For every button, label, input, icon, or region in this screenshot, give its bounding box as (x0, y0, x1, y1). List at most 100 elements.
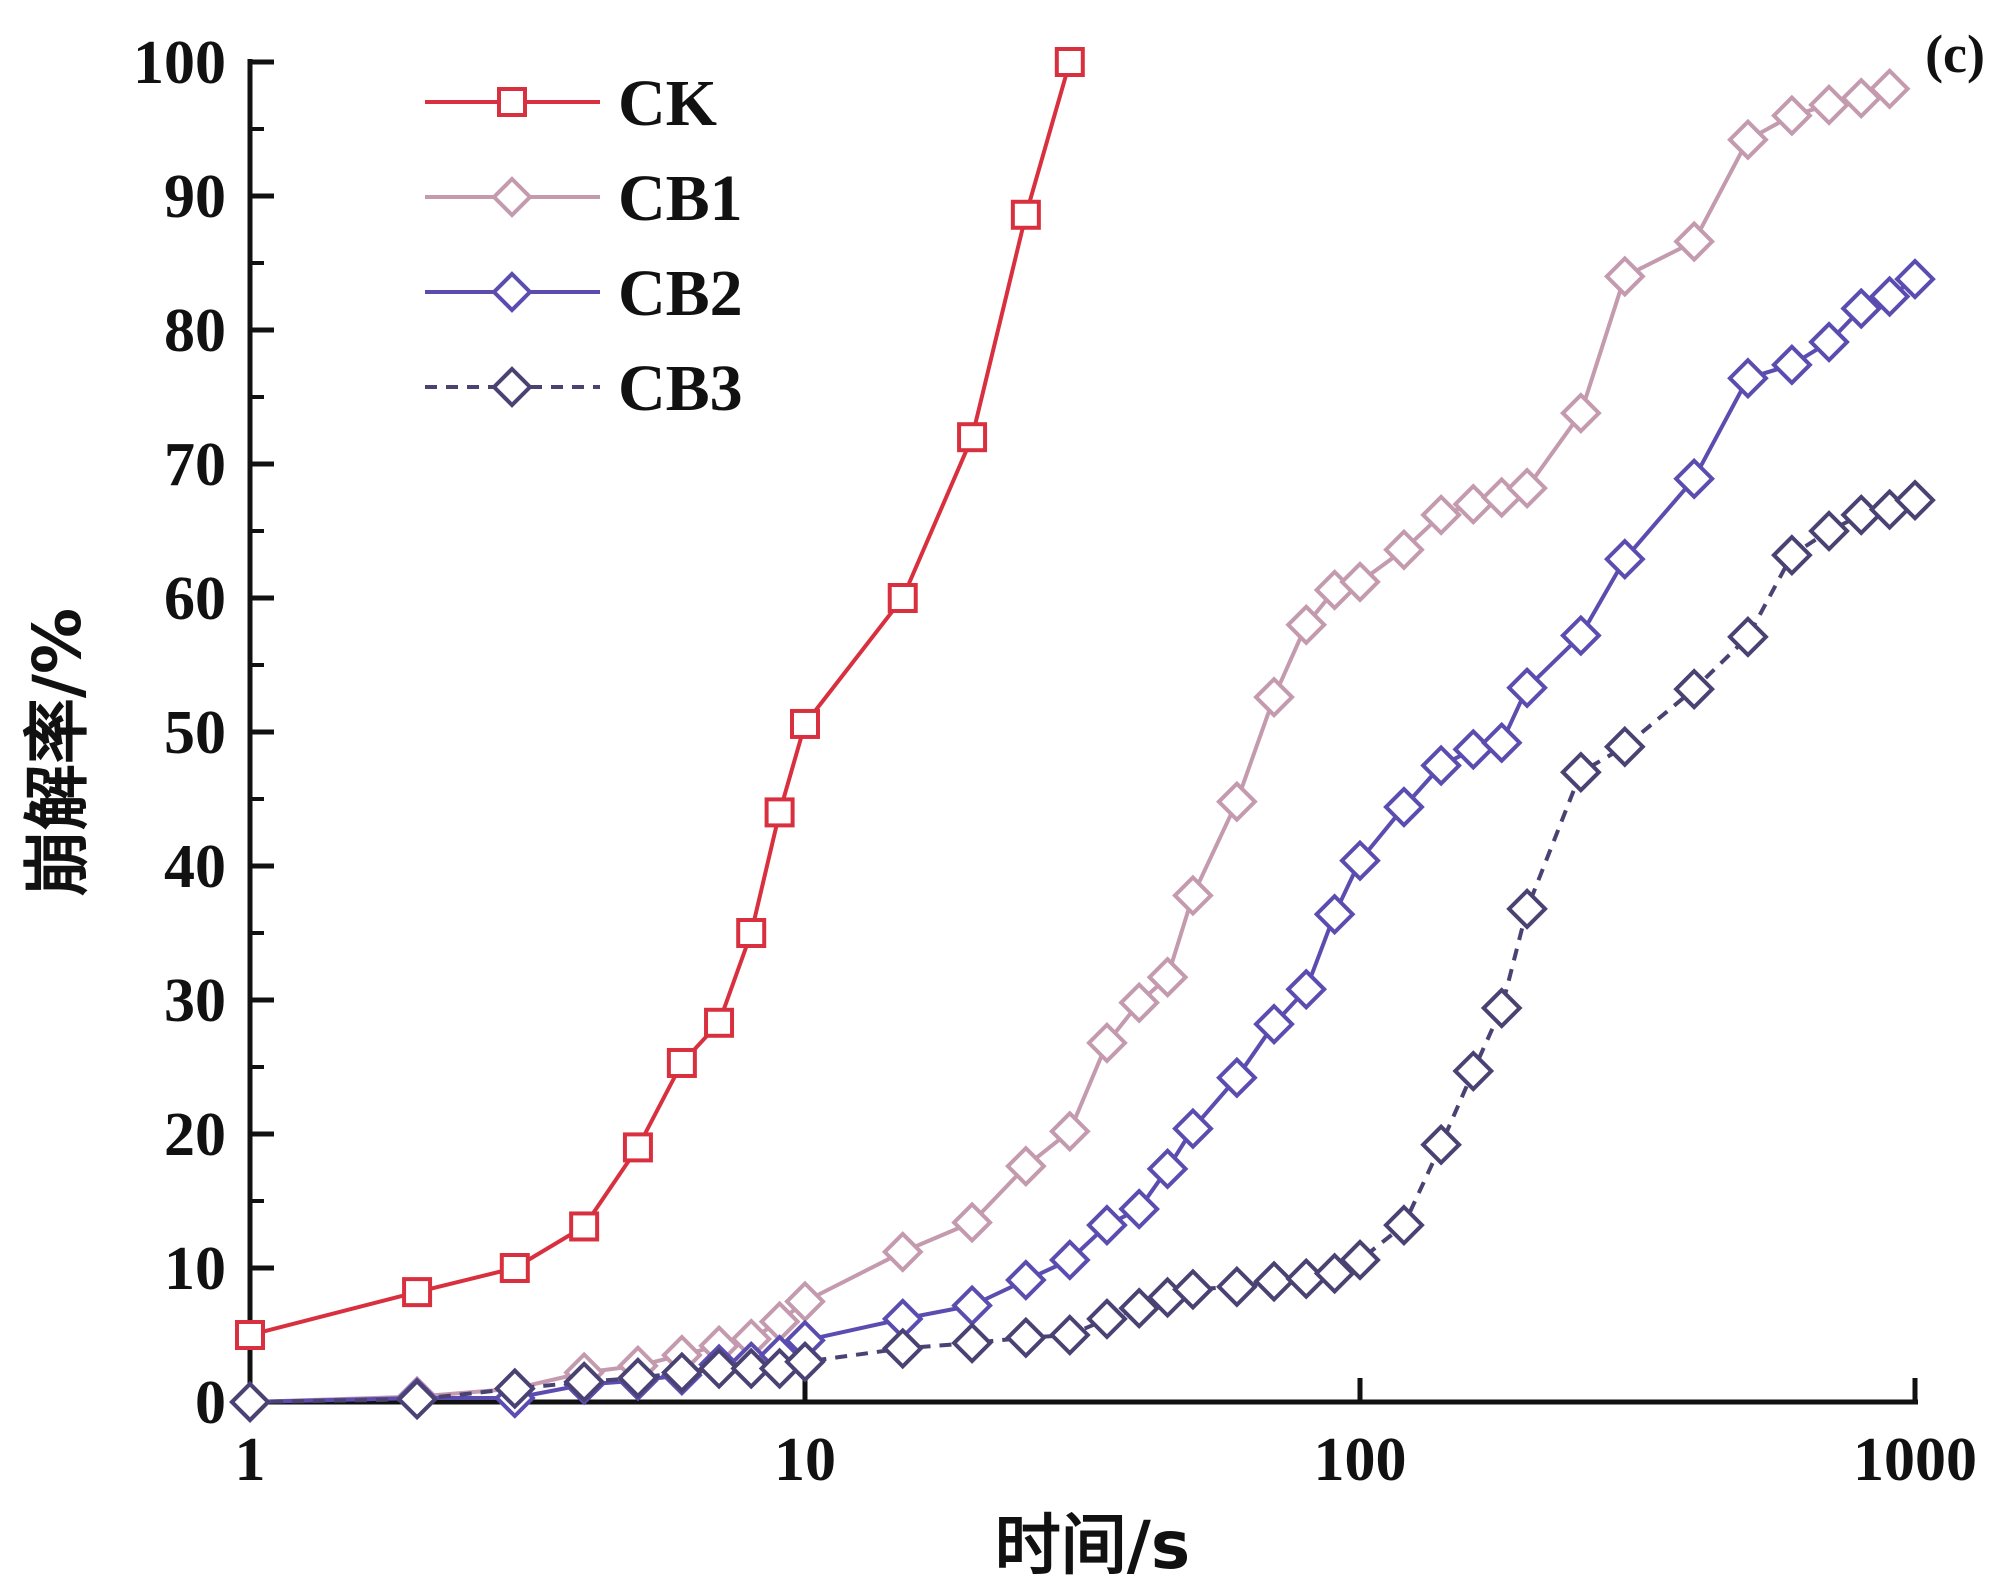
data-point-cb3 (1452, 1050, 1495, 1092)
data-point-cb1 (1146, 956, 1189, 999)
data-point-cb3 (396, 1378, 438, 1421)
data-point-cb3 (617, 1357, 659, 1399)
data-point-cb2 (1673, 457, 1715, 500)
data-point-cb3 (698, 1347, 740, 1390)
data-point-cb2 (1118, 1188, 1160, 1230)
data-point-cb1 (1771, 94, 1813, 137)
legend-label-ck: CK (618, 67, 717, 140)
data-point-cb3 (951, 1322, 993, 1364)
y-tick-label: 10 (164, 1235, 226, 1303)
panel-label: (c) (1925, 24, 1985, 84)
legend: CK CB1 CB2 CB3 (425, 67, 743, 425)
data-point-ck (499, 1253, 530, 1283)
y-tick-label: 40 (164, 833, 226, 901)
data-point-cb3 (229, 1381, 271, 1423)
series-cb1 (229, 67, 1911, 1423)
legend-label-cb3: CB3 (618, 352, 743, 425)
x-tick-label: 1 (235, 1426, 266, 1494)
data-point-cb2 (1452, 728, 1495, 771)
data-point-cb3 (1673, 668, 1715, 710)
axes: 1 10 100 1000 0 10 20 30 40 50 60 70 80 90 100 (133, 29, 1977, 1494)
data-point-cb3 (1253, 1260, 1295, 1303)
x-tick-label: 10 (774, 1426, 836, 1494)
data-point-cb3 (1560, 751, 1602, 794)
data-point-cb2 (1771, 344, 1813, 386)
x-tick-label: 1000 (1853, 1426, 1977, 1494)
y-tick-label: 80 (164, 297, 226, 365)
data-point-cb3 (1771, 534, 1813, 576)
data-point-cb2 (951, 1284, 993, 1327)
x-tick-label: 100 (1314, 1426, 1407, 1494)
data-point-cb3 (1727, 616, 1769, 658)
y-tick-label: 20 (164, 1101, 226, 1169)
data-point-cb1 (1868, 67, 1911, 110)
data-point-cb2 (1172, 1107, 1214, 1150)
data-point-cb1 (1086, 1022, 1128, 1064)
series-layer (229, 47, 1936, 1423)
series-cb2 (229, 258, 1936, 1423)
data-point-cb3 (1172, 1268, 1214, 1311)
data-point-cb3 (661, 1351, 703, 1394)
data-point-cb3 (1894, 479, 1936, 522)
data-point-cb2 (1560, 614, 1602, 657)
y-tick-label: 0 (195, 1369, 226, 1437)
x-axis-title: 时间/s (995, 1507, 1190, 1584)
data-point-cb3 (1339, 1239, 1381, 1281)
series-ck (235, 47, 1085, 1350)
data-point-cb1 (1560, 392, 1602, 434)
legend-marker-cb1 (491, 176, 533, 218)
data-point-cb2 (1086, 1204, 1128, 1246)
data-point-cb3 (1603, 725, 1646, 768)
legend-label-cb1: CB1 (618, 162, 743, 235)
data-point-cb3 (493, 1367, 536, 1410)
data-point-cb3 (784, 1340, 826, 1383)
y-tick-label: 60 (164, 565, 226, 633)
data-point-cb3 (1383, 1204, 1425, 1246)
data-point-cb3 (1840, 494, 1883, 536)
data-point-cb2 (1480, 721, 1523, 764)
data-point-cb1 (1118, 981, 1160, 1024)
data-point-cb3 (563, 1361, 605, 1403)
data-point-cb2 (1216, 1056, 1258, 1099)
y-tick-label: 30 (164, 967, 226, 1035)
y-tick-label: 90 (164, 163, 226, 231)
data-point-cb2 (1048, 1239, 1091, 1281)
data-point-ck (736, 918, 767, 948)
data-point-cb1 (1452, 483, 1495, 526)
legend-marker-cb2 (491, 271, 533, 313)
data-point-cb2 (1146, 1148, 1189, 1190)
legend-marker-cb3 (491, 366, 533, 408)
data-point-cb1 (784, 1280, 826, 1323)
series-line-cb2 (249, 277, 1917, 1404)
data-point-cb3 (1216, 1265, 1258, 1308)
data-point-cb2 (1383, 786, 1425, 828)
data-point-cb2 (1808, 321, 1850, 363)
series-cb3 (229, 479, 1936, 1423)
data-point-cb1 (1673, 220, 1715, 263)
data-point-cb2 (1727, 357, 1769, 400)
data-point-cb2 (1253, 1003, 1295, 1045)
data-point-cb2 (1840, 287, 1883, 330)
series-line-ck (249, 61, 1072, 1337)
data-point-cb3 (1048, 1314, 1091, 1356)
data-point-cb1 (1048, 1110, 1091, 1153)
data-point-cb3 (881, 1327, 924, 1370)
data-point-ck (790, 708, 820, 739)
data-point-ck (704, 1007, 735, 1038)
data-point-cb2 (1285, 968, 1328, 1011)
data-point-cb1 (1506, 467, 1548, 509)
legend-item-cb2: CB2 (425, 257, 743, 330)
data-point-cb3 (1480, 987, 1523, 1029)
data-point-ck (764, 797, 795, 828)
data-point-cb1 (1172, 874, 1214, 917)
data-point-cb3 (1005, 1316, 1047, 1359)
data-point-cb2 (1339, 839, 1381, 882)
data-point-cb1 (1285, 603, 1328, 646)
data-point-ck (666, 1047, 697, 1078)
data-point-cb1 (881, 1231, 924, 1273)
data-point-cb1 (951, 1201, 993, 1244)
data-point-cb1 (1005, 1145, 1047, 1187)
data-point-ck (1010, 199, 1041, 230)
data-point-cb1 (1727, 118, 1769, 161)
